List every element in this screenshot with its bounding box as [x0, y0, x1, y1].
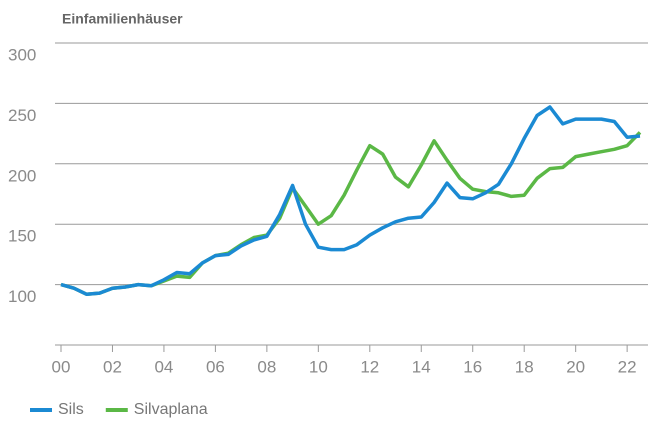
x-tick-label: 18: [515, 357, 534, 376]
x-tick-label: 12: [360, 357, 379, 376]
series-line: [60, 131, 642, 297]
x-tick-label: 04: [154, 357, 173, 376]
x-tick-label: 22: [618, 357, 637, 376]
legend-label: Sils: [58, 401, 84, 418]
x-tick-label: 20: [566, 357, 585, 376]
x-tick-label: 06: [206, 357, 225, 376]
y-tick-label: 100: [8, 287, 36, 306]
y-tick-label: 200: [8, 166, 36, 185]
x-tick-label: 10: [309, 357, 328, 376]
chart-title: Einfamilienhäuser: [62, 11, 183, 27]
series-line: [60, 105, 641, 297]
x-tick-label: 00: [52, 357, 71, 376]
y-tick-label: 300: [8, 45, 36, 64]
y-tick-label: 250: [8, 106, 36, 125]
x-tick-label: 14: [412, 357, 431, 376]
x-tick-label: 16: [463, 357, 482, 376]
legend-label: Silvaplana: [134, 401, 208, 418]
x-tick-label: 08: [257, 357, 276, 376]
y-tick-label: 150: [8, 227, 36, 246]
x-tick-label: 02: [103, 357, 122, 376]
